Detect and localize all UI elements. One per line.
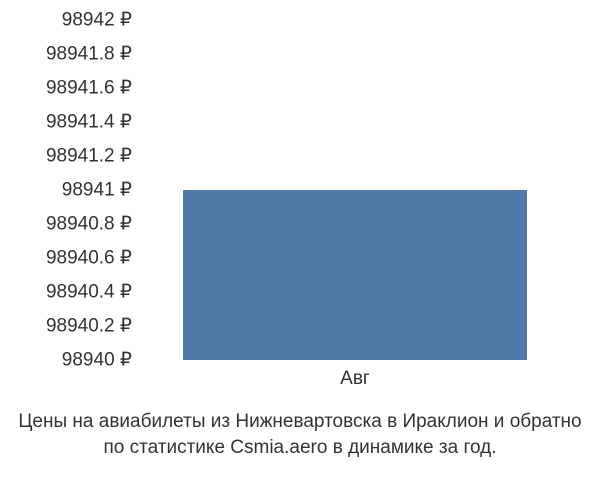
y-tick-label: 98941.6 ₽ (0, 79, 140, 98)
y-tick-label: 98940.2 ₽ (0, 317, 140, 336)
chart-caption: Цены на авиабилеты из Нижневартовска в И… (0, 409, 600, 462)
y-tick-label: 98941.2 ₽ (0, 147, 140, 166)
y-tick-label: 98940.6 ₽ (0, 249, 140, 268)
bar (183, 190, 527, 360)
y-tick-label: 98940.8 ₽ (0, 215, 140, 234)
caption-line2: по статистике Csmia.aero в динамике за г… (0, 435, 600, 462)
caption-line1: Цены на авиабилеты из Нижневартовска в И… (0, 409, 600, 436)
y-tick-label: 98941.8 ₽ (0, 45, 140, 64)
y-tick-label: 98941.4 ₽ (0, 113, 140, 132)
y-axis: 98942 ₽98941.8 ₽98941.6 ₽98941.4 ₽98941.… (0, 20, 140, 360)
y-tick-label: 98940 ₽ (0, 351, 140, 370)
plot-area: Авг (140, 20, 570, 360)
y-tick-label: 98941 ₽ (0, 181, 140, 200)
price-chart: 98942 ₽98941.8 ₽98941.6 ₽98941.4 ₽98941.… (0, 20, 600, 390)
x-tick-label: Авг (340, 368, 370, 390)
y-tick-label: 98940.4 ₽ (0, 283, 140, 302)
y-tick-label: 98942 ₽ (0, 11, 140, 30)
